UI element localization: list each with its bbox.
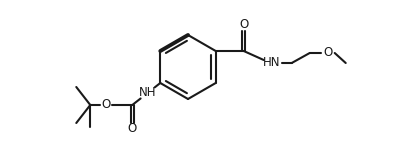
Text: HN: HN (263, 57, 281, 69)
Text: NH: NH (139, 86, 156, 99)
Text: O: O (239, 18, 248, 31)
Text: O: O (128, 122, 137, 135)
Text: O: O (323, 46, 333, 60)
Text: O: O (102, 98, 111, 111)
